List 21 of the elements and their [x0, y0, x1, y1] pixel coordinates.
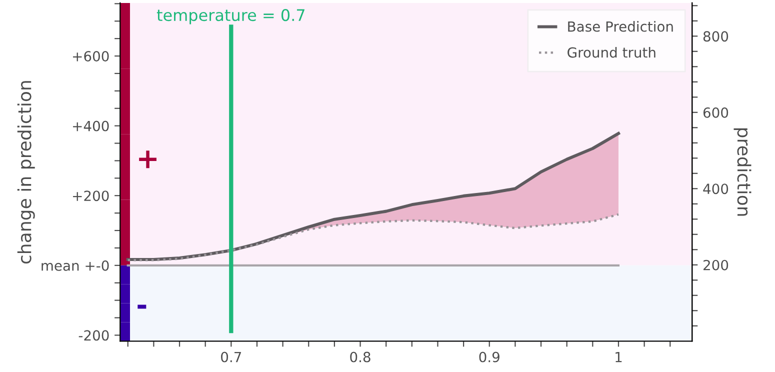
y-axis-title: change in prediction: [17, 81, 35, 264]
y-tick-label: mean +-0: [42, 260, 109, 271]
y2-axis-title: prediction: [734, 128, 752, 216]
y2-tick-label: 600: [703, 107, 728, 118]
y2-tick-label: 800: [703, 31, 728, 42]
line-series: [126, 213, 620, 262]
y-tick-label: +200: [73, 190, 109, 202]
y2-tick-label: 200: [704, 260, 728, 270]
x-tick-label: 0.8: [350, 352, 370, 362]
ref-line-label: temperature = 0.7: [156, 9, 304, 24]
band-label: +: [139, 150, 156, 168]
x-tick-label: 0.7: [221, 352, 242, 362]
y-tick-label: +600: [73, 50, 109, 62]
y-tick-label: +400: [73, 120, 109, 132]
y2-tick-label: 400: [703, 184, 728, 194]
y-tick-label: -200: [78, 330, 109, 341]
legend-label: Base Prediction: [568, 21, 673, 32]
x-tick-label: 1: [616, 352, 622, 362]
band-label: -: [138, 304, 146, 309]
x-tick-label: 0.9: [479, 352, 500, 362]
legend-label: Ground truth: [568, 46, 656, 58]
